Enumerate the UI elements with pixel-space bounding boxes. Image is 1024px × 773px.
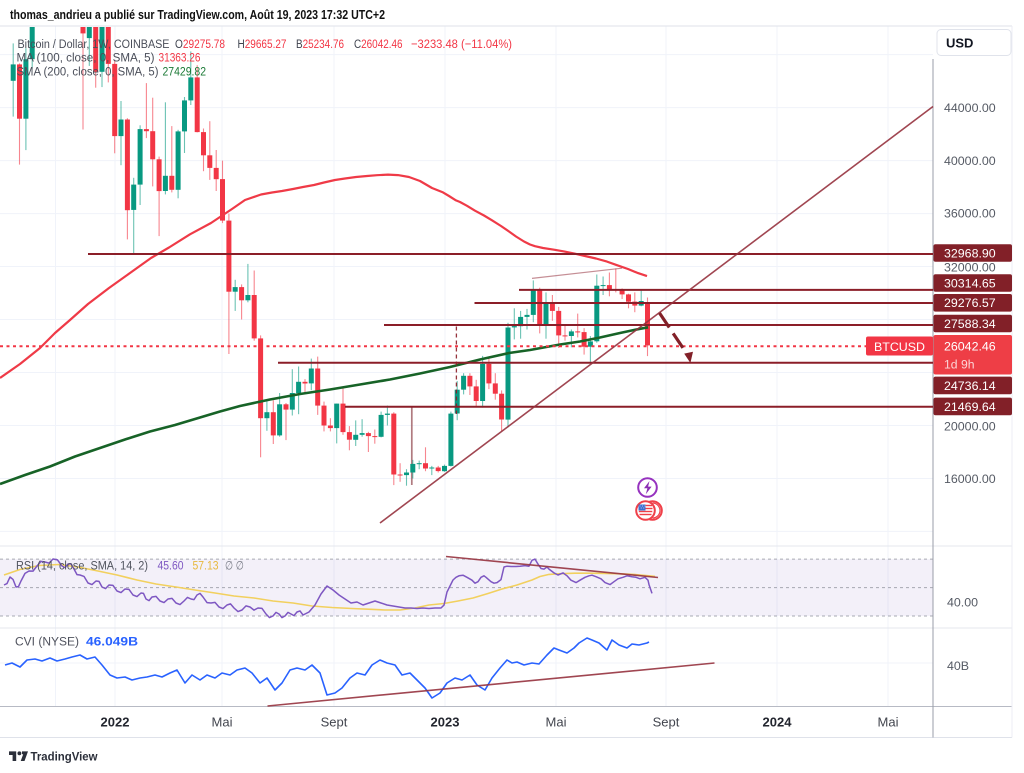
svg-text:31363.26: 31363.26: [159, 51, 201, 65]
svg-text:26042.46: 26042.46: [944, 340, 996, 354]
svg-text:Bitcoin / Dollar, 1W, COINBASE: Bitcoin / Dollar, 1W, COINBASE: [18, 37, 170, 51]
svg-text:21469.64: 21469.64: [944, 400, 996, 414]
svg-text:1d 9h: 1d 9h: [944, 358, 975, 372]
svg-text:BTCUSD: BTCUSD: [874, 340, 925, 354]
svg-text:32000.00: 32000.00: [944, 261, 996, 275]
svg-text:Mai: Mai: [878, 715, 899, 730]
svg-text:44000.00: 44000.00: [944, 101, 996, 115]
svg-text:20000.00: 20000.00: [944, 420, 996, 434]
svg-text:C26042.46: C26042.46: [354, 37, 403, 51]
svg-text:32968.90: 32968.90: [944, 246, 996, 260]
svg-text:MA (100, close, 0, SMA, 5): MA (100, close, 0, SMA, 5): [17, 51, 155, 65]
svg-text:thomas_andrieu a publié sur Tr: thomas_andrieu a publié sur TradingView.…: [10, 7, 385, 22]
svg-text:45.60: 45.60: [158, 559, 184, 573]
svg-text:Mai: Mai: [546, 715, 567, 730]
svg-text:27429.82: 27429.82: [163, 65, 207, 79]
svg-text:46.049B: 46.049B: [86, 635, 138, 649]
svg-text:36000.00: 36000.00: [944, 206, 996, 220]
svg-text:B25234.76: B25234.76: [296, 37, 344, 51]
svg-text:40.00: 40.00: [947, 595, 978, 609]
svg-text:CVI (NYSE): CVI (NYSE): [15, 635, 79, 649]
svg-text:27588.34: 27588.34: [944, 317, 996, 331]
svg-text:40000.00: 40000.00: [944, 154, 996, 168]
svg-text:30314.65: 30314.65: [944, 276, 996, 290]
svg-text:∅ ∅: ∅ ∅: [225, 559, 244, 573]
svg-text:SMA (200, close, 0, SMA, 5): SMA (200, close, 0, SMA, 5): [17, 65, 159, 79]
svg-text:Sept: Sept: [321, 715, 348, 730]
svg-text:40B: 40B: [947, 659, 969, 673]
svg-text:TradingView: TradingView: [31, 750, 98, 764]
svg-text:24736.14: 24736.14: [944, 379, 996, 393]
svg-text:USD: USD: [946, 36, 973, 51]
svg-text:−3233.48 (−11.04%): −3233.48 (−11.04%): [411, 37, 512, 51]
svg-text:57.13: 57.13: [193, 559, 219, 573]
svg-text:H29665.27: H29665.27: [238, 37, 287, 51]
svg-text:O29275.78: O29275.78: [175, 37, 225, 51]
svg-text:2024: 2024: [763, 715, 793, 730]
svg-text:RSI (14, close, SMA, 14, 2): RSI (14, close, SMA, 14, 2): [16, 559, 148, 573]
svg-text:29276.57: 29276.57: [944, 296, 996, 310]
svg-text:2022: 2022: [101, 715, 130, 730]
svg-text:2023: 2023: [431, 715, 460, 730]
svg-text:Sept: Sept: [653, 715, 680, 730]
svg-text:16000.00: 16000.00: [944, 472, 996, 486]
svg-text:Mai: Mai: [212, 715, 233, 730]
